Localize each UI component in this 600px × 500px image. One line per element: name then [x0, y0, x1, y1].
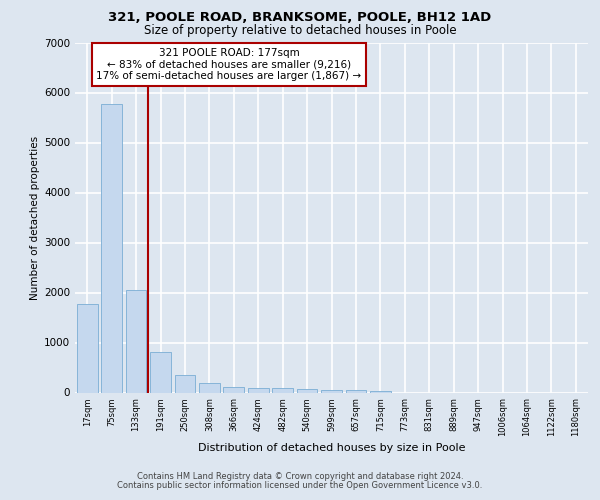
Text: Contains HM Land Registry data © Crown copyright and database right 2024.: Contains HM Land Registry data © Crown c… — [137, 472, 463, 481]
Bar — [248, 388, 269, 392]
Bar — [346, 390, 367, 392]
Bar — [125, 290, 146, 393]
Bar — [272, 388, 293, 392]
Bar — [223, 386, 244, 392]
Bar — [199, 382, 220, 392]
Bar — [370, 391, 391, 392]
Bar — [101, 104, 122, 393]
Text: Contains public sector information licensed under the Open Government Licence v3: Contains public sector information licen… — [118, 481, 482, 490]
Text: 321, POOLE ROAD, BRANKSOME, POOLE, BH12 1AD: 321, POOLE ROAD, BRANKSOME, POOLE, BH12 … — [109, 11, 491, 24]
Text: 321 POOLE ROAD: 177sqm
← 83% of detached houses are smaller (9,216)
17% of semi-: 321 POOLE ROAD: 177sqm ← 83% of detached… — [97, 48, 361, 81]
Bar — [296, 389, 317, 392]
Bar — [175, 374, 196, 392]
Bar — [321, 390, 342, 392]
Y-axis label: Number of detached properties: Number of detached properties — [30, 136, 40, 300]
Bar — [77, 304, 98, 392]
X-axis label: Distribution of detached houses by size in Poole: Distribution of detached houses by size … — [198, 444, 465, 454]
Bar — [150, 352, 171, 393]
Text: Size of property relative to detached houses in Poole: Size of property relative to detached ho… — [143, 24, 457, 37]
